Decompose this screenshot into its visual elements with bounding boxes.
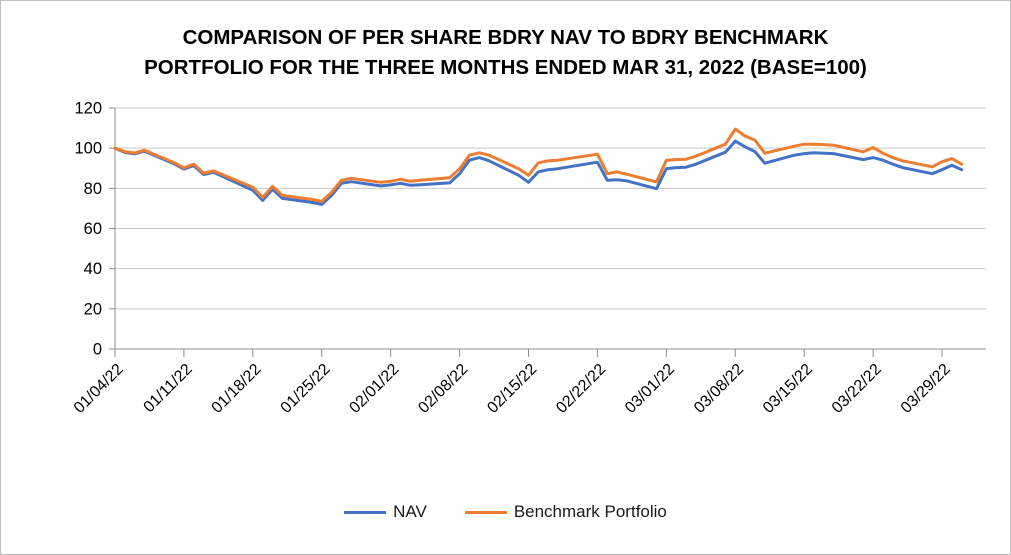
- y-axis-tick-label: 0: [93, 341, 102, 359]
- chart-title: COMPARISON OF PER SHARE BDRY NAV TO BDRY…: [1, 23, 1010, 83]
- legend-line-swatch-nav: [344, 510, 387, 514]
- legend-item-benchmark-portfolio: Benchmark Portfolio: [464, 502, 667, 522]
- x-axis-tick-label: 02/22/22: [553, 361, 609, 417]
- chart-title-line1: COMPARISON OF PER SHARE BDRY NAV TO BDRY…: [182, 26, 829, 49]
- x-axis-tick-label: 02/15/22: [484, 361, 540, 417]
- series-line-nav: [113, 139, 964, 206]
- x-axis-tick-label: 03/22/22: [829, 361, 885, 417]
- chart-legend: NAV Benchmark Portfolio: [1, 502, 1010, 522]
- y-axis-tick-label: 20: [84, 300, 102, 318]
- x-axis-tick-label: 03/15/22: [760, 361, 816, 417]
- x-axis-tick-label: 03/01/22: [622, 361, 678, 417]
- x-axis-tick-label: 03/29/22: [898, 361, 954, 417]
- chart-title-line2: PORTFOLIO FOR THE THREE MONTHS ENDED MAR…: [144, 56, 867, 79]
- y-axis-tick-label: 100: [74, 140, 102, 158]
- legend-label-benchmark-portfolio: Benchmark Portfolio: [513, 502, 667, 521]
- x-axis-tick-label: 03/08/22: [691, 361, 747, 417]
- legend-item-nav: NAV: [344, 502, 427, 522]
- y-axis-tick-label: 120: [74, 100, 102, 118]
- series-line-benchmark-portfolio: [113, 127, 964, 203]
- y-axis-tick-label: 80: [84, 180, 102, 198]
- legend-line-swatch-benchmark-portfolio: [464, 510, 507, 514]
- x-axis-tick-label: 01/04/22: [71, 361, 127, 417]
- x-axis-tick-label: 01/11/22: [141, 361, 196, 416]
- y-axis-tick-label: 60: [84, 220, 102, 238]
- x-axis-tick-label: 02/08/22: [415, 361, 471, 417]
- x-axis-tick-label: 01/18/22: [209, 361, 265, 417]
- legend-label-nav: NAV: [393, 502, 427, 521]
- y-axis-tick-label: 40: [84, 260, 102, 278]
- x-axis-tick-label: 02/01/22: [346, 361, 402, 417]
- x-axis-tick-label: 01/25/22: [278, 361, 334, 417]
